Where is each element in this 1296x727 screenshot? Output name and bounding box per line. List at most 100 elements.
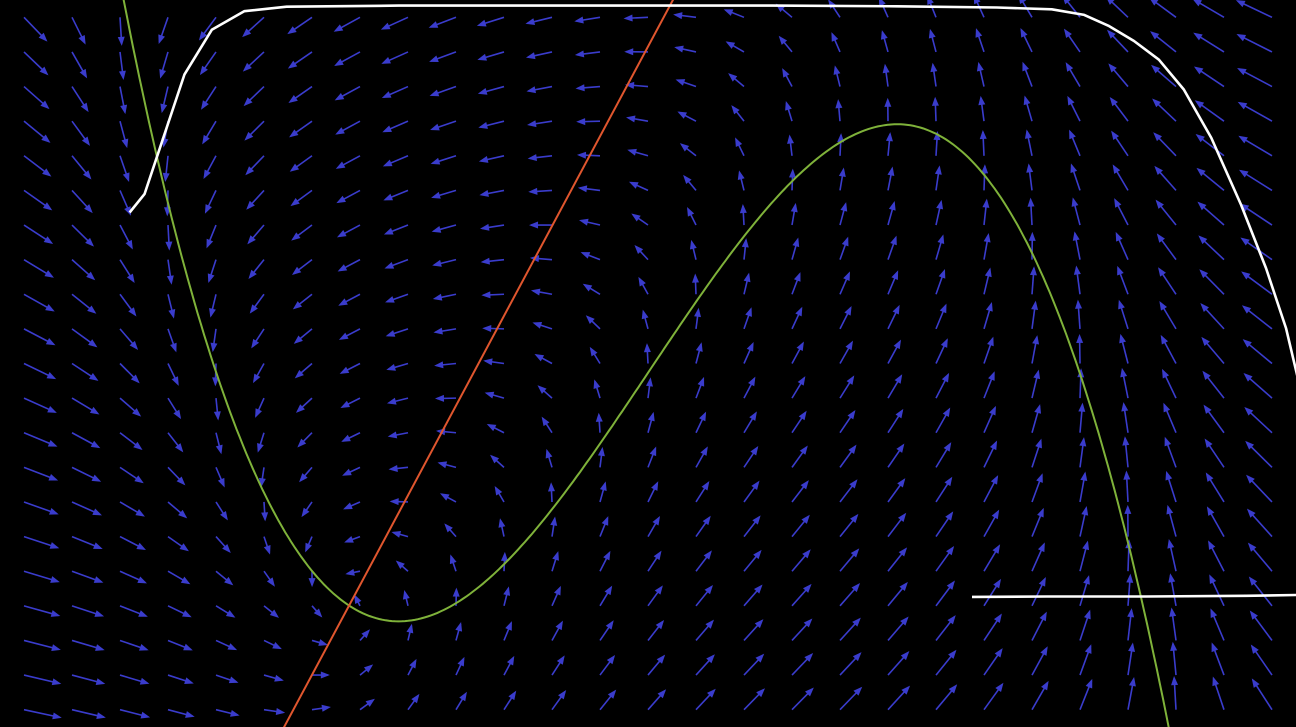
field-arrow-head: [135, 509, 145, 517]
vector-field-arrows: [23, 0, 1273, 720]
field-arrow-head: [1118, 299, 1125, 310]
field-arrow-head: [444, 523, 453, 533]
field-arrow-head: [528, 187, 538, 195]
field-arrow-head: [885, 132, 893, 142]
field-arrow-head: [798, 410, 807, 421]
field-arrow-head: [251, 338, 260, 349]
field-arrow-head: [139, 677, 150, 685]
field-arrow-head: [380, 22, 391, 30]
field-arrow-head: [537, 385, 547, 394]
field-arrow-head: [126, 273, 135, 284]
field-arrow-head: [343, 502, 353, 510]
field-arrow-head: [79, 68, 88, 79]
field-arrow-head: [728, 73, 738, 82]
field-arrow-head: [844, 306, 852, 316]
field-arrow-head: [1069, 129, 1076, 140]
field-arrow-head: [1078, 402, 1086, 412]
field-arrow-head: [597, 446, 605, 457]
field-arrow-head: [1023, 95, 1031, 106]
field-arrow-head: [117, 36, 125, 46]
field-arrow-head: [626, 115, 636, 123]
field-arrow-head: [48, 474, 59, 481]
field-arrow-head: [687, 207, 695, 217]
field-arrow-head: [800, 480, 809, 490]
field-arrow-head: [121, 138, 129, 149]
field-arrow-head: [213, 411, 221, 421]
field-arrow-head: [43, 236, 54, 245]
field-arrow-head: [182, 610, 192, 618]
field-arrow-head: [641, 309, 649, 320]
field-arrow-head: [840, 202, 848, 212]
field-arrow-head: [185, 711, 195, 718]
field-arrow-head: [335, 161, 346, 169]
field-arrow-head: [89, 406, 100, 415]
field-arrow-head: [1203, 404, 1212, 414]
field-arrow-head: [689, 239, 697, 250]
field-arrow-head: [887, 166, 895, 177]
field-arrow-head: [1171, 676, 1179, 686]
field-arrow-head: [647, 411, 655, 422]
field-arrow-head: [1238, 135, 1248, 144]
field-arrow-head: [1120, 367, 1128, 378]
field-arrow-head: [1237, 67, 1247, 76]
field-arrow-head: [947, 615, 956, 625]
field-arrow-head: [383, 193, 394, 201]
field-arrow-head: [42, 202, 53, 211]
field-arrow-head: [897, 512, 907, 522]
field-arrow-head: [945, 511, 954, 521]
field-arrow-head: [1198, 235, 1208, 245]
field-arrow-head: [604, 585, 613, 596]
field-arrow-head: [731, 105, 740, 115]
field-arrow-head: [1196, 167, 1206, 177]
field-arrow-head: [294, 369, 304, 379]
field-arrow-head: [342, 468, 352, 476]
field-arrow-head: [1206, 506, 1215, 516]
field-arrow-head: [948, 649, 957, 659]
field-arrow-head: [735, 137, 743, 148]
field-arrow-head: [892, 304, 900, 315]
field-arrow-head: [175, 443, 184, 453]
field-arrow-head: [850, 513, 859, 524]
field-arrow-head: [1019, 0, 1027, 5]
field-arrow-head: [395, 560, 405, 570]
field-arrow-head: [382, 125, 392, 133]
field-arrow-head: [843, 271, 850, 281]
field-arrow-head: [295, 404, 305, 413]
field-arrow-head: [243, 97, 253, 107]
field-arrow-head: [176, 476, 186, 486]
field-arrow-head: [1114, 198, 1122, 208]
field-arrow-head: [558, 690, 567, 700]
field-arrow-head: [927, 0, 934, 5]
field-arrow-head: [500, 551, 508, 562]
field-arrow-head: [527, 154, 537, 162]
field-arrow-head: [606, 654, 616, 665]
field-arrow-head: [851, 583, 861, 593]
field-arrow-head: [248, 269, 257, 280]
field-arrow-head: [846, 375, 855, 385]
field-arrow-head: [292, 301, 303, 310]
field-arrow-head: [1084, 644, 1092, 654]
field-arrow-head: [1237, 101, 1248, 110]
field-arrow-head: [305, 542, 312, 553]
field-arrow-head: [1107, 0, 1115, 5]
field-arrow-head: [88, 339, 98, 348]
field-arrow-head: [534, 354, 545, 362]
field-arrow-head: [92, 508, 102, 516]
field-arrow-head: [1152, 98, 1162, 108]
field-arrow-head: [266, 577, 275, 587]
field-arrow-head: [704, 585, 713, 595]
field-arrow-head: [335, 127, 345, 135]
field-arrow-head: [505, 621, 512, 631]
field-arrow-head: [991, 509, 1000, 520]
field-arrow-head: [601, 516, 609, 526]
field-arrow-head: [84, 204, 93, 214]
field-arrow-head: [1168, 573, 1176, 583]
field-arrow-head: [605, 620, 614, 630]
field-arrow-head: [334, 58, 344, 67]
field-arrow-head: [1246, 474, 1255, 484]
field-arrow-head: [313, 608, 323, 618]
field-arrow-head: [242, 28, 252, 38]
field-arrow-head: [1195, 134, 1205, 143]
field-arrow-head: [227, 643, 238, 651]
